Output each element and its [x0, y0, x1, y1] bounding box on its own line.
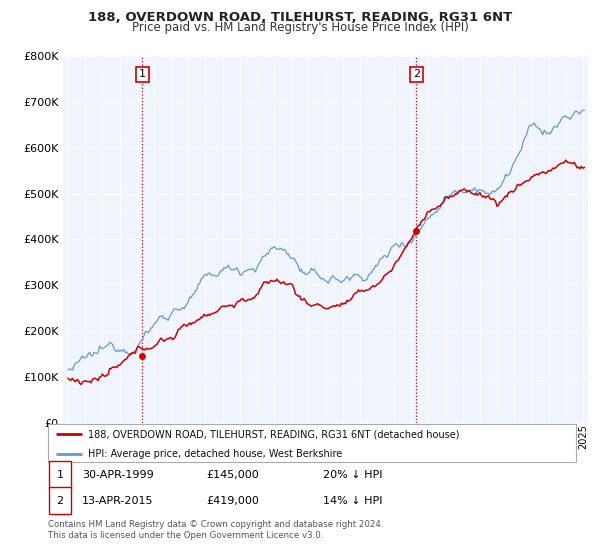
Text: HPI: Average price, detached house, West Berkshire: HPI: Average price, detached house, West… [88, 449, 342, 459]
Text: 30-APR-1999: 30-APR-1999 [82, 470, 154, 480]
Text: £419,000: £419,000 [206, 496, 259, 506]
Text: Price paid vs. HM Land Registry's House Price Index (HPI): Price paid vs. HM Land Registry's House … [131, 21, 469, 34]
Text: Contains HM Land Registry data © Crown copyright and database right 2024.
This d: Contains HM Land Registry data © Crown c… [48, 520, 383, 540]
Text: 2: 2 [413, 69, 420, 80]
Bar [49, 461, 71, 488]
Text: £145,000: £145,000 [206, 470, 259, 480]
Text: 1: 1 [56, 470, 64, 480]
Text: 1: 1 [139, 69, 146, 80]
Text: 14% ↓ HPI: 14% ↓ HPI [323, 496, 382, 506]
Text: 188, OVERDOWN ROAD, TILEHURST, READING, RG31 6NT: 188, OVERDOWN ROAD, TILEHURST, READING, … [88, 11, 512, 24]
Text: 188, OVERDOWN ROAD, TILEHURST, READING, RG31 6NT (detached house): 188, OVERDOWN ROAD, TILEHURST, READING, … [88, 429, 459, 439]
Text: 13-APR-2015: 13-APR-2015 [82, 496, 154, 506]
Bar [49, 487, 71, 514]
Text: 20% ↓ HPI: 20% ↓ HPI [323, 470, 382, 480]
Text: 2: 2 [56, 496, 64, 506]
